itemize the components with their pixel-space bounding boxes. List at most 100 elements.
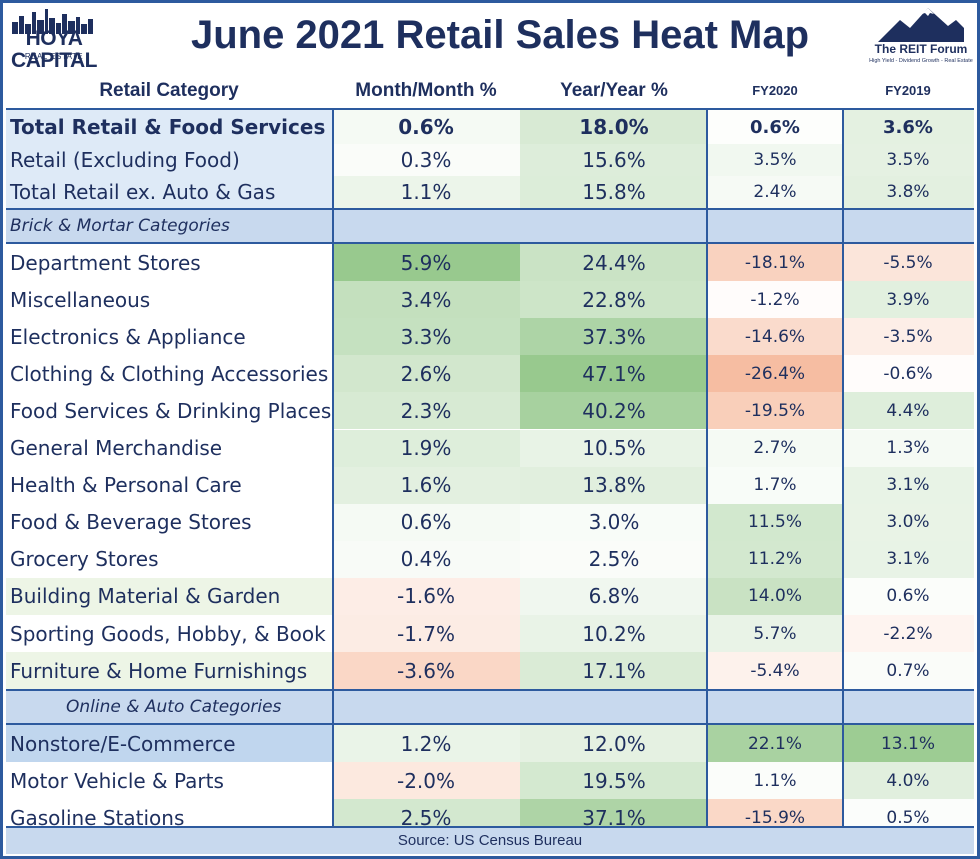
- category-label: Building Material & Garden: [6, 577, 332, 615]
- table-row: Building Material & Garden -1.6% 6.8% 14.0%…: [6, 577, 974, 615]
- category-label: Health & Personal Care: [6, 466, 332, 504]
- value-cell-yoy: 47.1%: [520, 355, 708, 393]
- value-cell-fy2019: 4.0%: [842, 762, 974, 800]
- value-cell-fy2020: -18.1%: [708, 244, 842, 282]
- value-cell-mom: 0.6%: [332, 503, 520, 541]
- section-header: Online & Auto Categories: [6, 689, 974, 726]
- value-cell-yoy: 15.6%: [520, 144, 708, 176]
- value-cell-fy2019: -5.5%: [842, 244, 974, 282]
- category-label: Electronics & Appliance: [6, 318, 332, 356]
- hoya-capital-sub: REAL ESTATE: [24, 52, 84, 61]
- value-cell-fy2020: -5.4%: [708, 652, 842, 690]
- value-cell-yoy: 15.8%: [520, 176, 708, 208]
- category-label: Total Retail ex. Auto & Gas: [6, 176, 332, 208]
- category-label: Nonstore/E-Commerce: [6, 725, 332, 763]
- value-cell-yoy: 22.8%: [520, 281, 708, 319]
- value-cell-fy2020: -26.4%: [708, 355, 842, 393]
- value-cell-mom: 0.4%: [332, 540, 520, 578]
- header-fy2020: FY2020: [752, 83, 798, 98]
- value-cell-mom: 3.4%: [332, 281, 520, 319]
- table-row: Miscellaneous 3.4% 22.8% -1.2% 3.9%: [6, 281, 974, 319]
- value-cell-fy2020: 14.0%: [708, 577, 842, 615]
- value-cell-yoy: 13.8%: [520, 466, 708, 504]
- table-row: Health & Personal Care 1.6% 13.8% 1.7% 3.1%: [6, 466, 974, 504]
- table-row: Motor Vehicle & Parts -2.0% 19.5% 1.1% 4.0%: [6, 762, 974, 800]
- value-cell-yoy: 3.0%: [520, 503, 708, 541]
- value-cell-fy2019: 3.6%: [842, 110, 974, 144]
- value-cell-fy2019: 0.7%: [842, 652, 974, 690]
- value-cell-fy2020: 11.2%: [708, 540, 842, 578]
- value-cell-yoy: 10.2%: [520, 615, 708, 653]
- reit-forum-tag: High Yield - Dividend Growth - Real Esta…: [869, 58, 973, 64]
- grid-top-line: [6, 108, 974, 110]
- skyline-icon: [12, 9, 93, 34]
- value-cell-fy2020: -1.2%: [708, 281, 842, 319]
- table-row: Retail (Excluding Food) 0.3% 15.6% 3.5% 3.5%: [6, 144, 974, 176]
- value-cell-fy2019: 3.1%: [842, 540, 974, 578]
- value-cell-fy2019: 0.6%: [842, 577, 974, 615]
- value-cell-mom: -1.7%: [332, 615, 520, 653]
- value-cell-yoy: 37.3%: [520, 318, 708, 356]
- value-cell-mom: 5.9%: [332, 244, 520, 282]
- value-cell-fy2020: 3.5%: [708, 144, 842, 176]
- category-label: Grocery Stores: [6, 540, 332, 578]
- value-cell-mom: 1.9%: [332, 429, 520, 467]
- divider-after-fy2020: [842, 110, 844, 826]
- value-cell-mom: 3.3%: [332, 318, 520, 356]
- category-label: Food Services & Drinking Places: [6, 392, 332, 430]
- table-row: Electronics & Appliance 3.3% 37.3% -14.6% -3…: [6, 318, 974, 356]
- value-cell-fy2020: 5.7%: [708, 615, 842, 653]
- value-cell-fy2020: 11.5%: [708, 503, 842, 541]
- value-cell-mom: 1.1%: [332, 176, 520, 208]
- source-footer: Source: US Census Bureau: [6, 826, 974, 854]
- category-label: Department Stores: [6, 244, 332, 282]
- value-cell-fy2019: 4.4%: [842, 392, 974, 430]
- header-fy2019: FY2019: [885, 83, 931, 98]
- value-cell-yoy: 12.0%: [520, 725, 708, 763]
- table-row: Total Retail ex. Auto & Gas 1.1% 15.8% 2.4%…: [6, 176, 974, 208]
- value-cell-fy2019: 3.9%: [842, 281, 974, 319]
- value-cell-yoy: 17.1%: [520, 652, 708, 690]
- reit-forum-logo: The REIT Forum High Yield - Dividend Gro…: [868, 6, 974, 72]
- value-cell-fy2020: 22.1%: [708, 725, 842, 763]
- value-cell-fy2020: 1.7%: [708, 466, 842, 504]
- value-cell-mom: 1.6%: [332, 466, 520, 504]
- table-row: Nonstore/E-Commerce 1.2% 12.0% 22.1% 13.1%: [6, 725, 974, 763]
- value-cell-fy2019: -2.2%: [842, 615, 974, 653]
- category-label: Food & Beverage Stores: [6, 503, 332, 541]
- value-cell-fy2020: -14.6%: [708, 318, 842, 356]
- category-label: General Merchandise: [6, 429, 332, 467]
- category-label: Retail (Excluding Food): [6, 144, 332, 176]
- value-cell-fy2019: 3.8%: [842, 176, 974, 208]
- category-label: Miscellaneous: [6, 281, 332, 319]
- mountains-icon: [878, 8, 964, 42]
- divider-after-yoy: [706, 110, 708, 826]
- value-cell-yoy: 24.4%: [520, 244, 708, 282]
- hoya-capital-name: HOYA CAPITAL: [11, 27, 97, 72]
- value-cell-fy2019: 3.0%: [842, 503, 974, 541]
- heatmap-grid: Total Retail & Food Services 0.6% 18.0% 0.6…: [6, 110, 974, 837]
- table-row: Grocery Stores 0.4% 2.5% 11.2% 3.1%: [6, 540, 974, 578]
- value-cell-fy2019: 1.3%: [842, 429, 974, 467]
- value-cell-mom: -1.6%: [332, 577, 520, 615]
- table-row: Food & Beverage Stores 0.6% 3.0% 11.5% 3.0%: [6, 503, 974, 541]
- category-label: Furniture & Home Furnishings: [6, 652, 332, 690]
- reit-forum-name: The REIT Forum: [874, 42, 968, 56]
- value-cell-fy2019: -3.5%: [842, 318, 974, 356]
- table-row: General Merchandise 1.9% 10.5% 2.7% 1.3%: [6, 429, 974, 467]
- value-cell-mom: 0.3%: [332, 144, 520, 176]
- value-cell-fy2019: 3.5%: [842, 144, 974, 176]
- value-cell-mom: -2.0%: [332, 762, 520, 800]
- value-cell-yoy: 10.5%: [520, 429, 708, 467]
- hoya-capital-logo: HOYA CAPITAL REAL ESTATE: [8, 8, 100, 72]
- header-retail-category: Retail Category: [99, 80, 239, 101]
- category-label: Clothing & Clothing Accessories: [6, 355, 332, 393]
- value-cell-fy2020: 0.6%: [708, 110, 842, 144]
- value-cell-fy2020: 2.7%: [708, 429, 842, 467]
- table-row: Food Services & Drinking Places 2.3% 40.2%…: [6, 392, 974, 430]
- value-cell-fy2019: 3.1%: [842, 466, 974, 504]
- chart-title: June 2021 Retail Sales Heat Map: [190, 13, 810, 57]
- category-label: Total Retail & Food Services: [6, 110, 332, 144]
- section-title: Brick & Mortar Categories: [10, 216, 230, 236]
- value-cell-fy2020: 1.1%: [708, 762, 842, 800]
